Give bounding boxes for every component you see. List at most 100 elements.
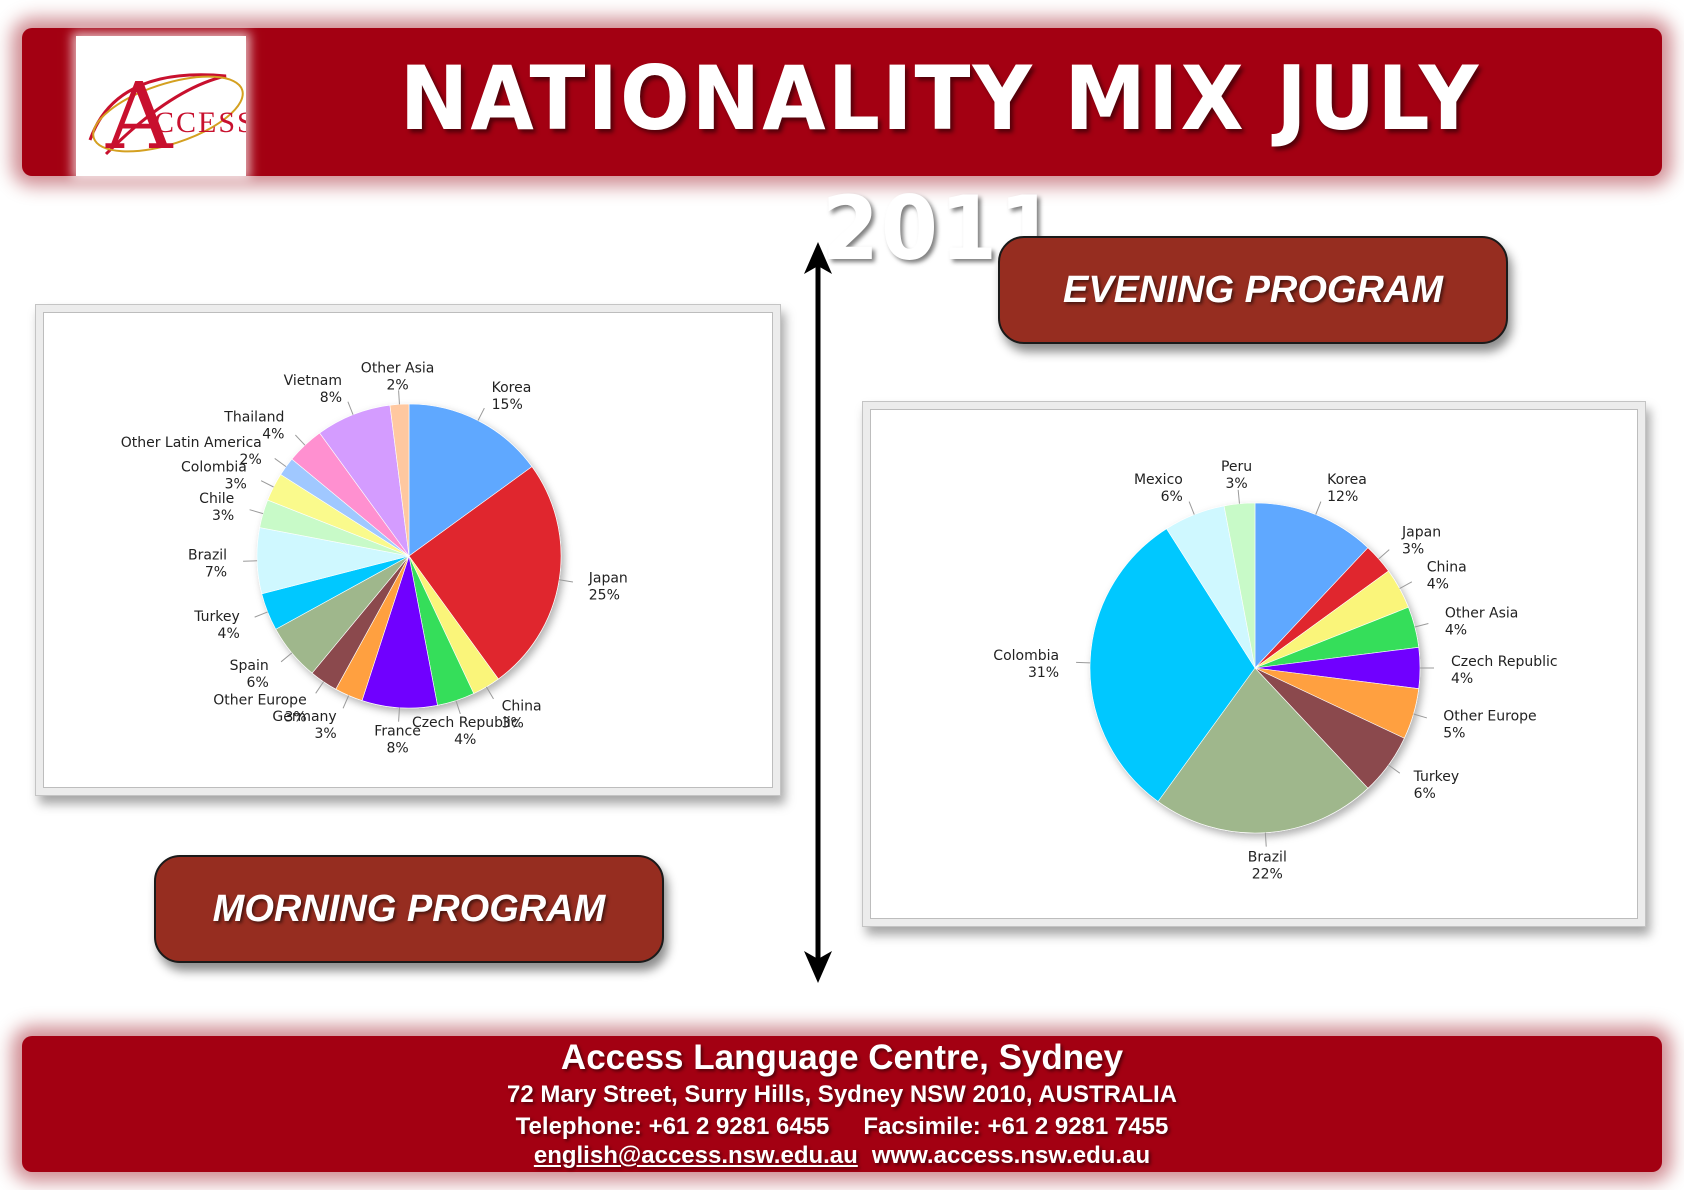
- logo-initial: A: [105, 63, 174, 170]
- evening-value-czech-republic: 4%: [1451, 671, 1473, 687]
- morning-value-japan: 25%: [589, 587, 620, 603]
- footer-banner: [22, 1036, 1662, 1172]
- header-banner: [22, 28, 1662, 176]
- evening-label-turkey: Turkey: [1413, 769, 1460, 785]
- morning-leader-germany: [342, 695, 350, 709]
- evening-slice-colombia: [1089, 528, 1256, 802]
- footer-facsimile: Facsimile: +61 2 9281 7455: [863, 1113, 1169, 1140]
- morning-value-vietnam: 8%: [320, 390, 342, 406]
- morning-value-france: 8%: [386, 741, 408, 757]
- evening-label-japan: Japan: [1401, 524, 1441, 540]
- morning-value-other-asia: 2%: [386, 377, 408, 393]
- morning-leader-china: [485, 686, 494, 700]
- evening-value-other-asia: 4%: [1445, 622, 1467, 638]
- footer-web: english@access.nsw.edu.au www.access.nsw.…: [22, 1141, 1662, 1171]
- morning-slice-korea: [408, 403, 533, 557]
- morning-leader-colombia: [260, 480, 274, 488]
- evening-value-korea: 12%: [1327, 489, 1358, 505]
- logo-graphic: A CCESS: [88, 63, 254, 170]
- evening-value-mexico: 6%: [1161, 489, 1183, 505]
- evening-label-peru: Peru: [1221, 459, 1252, 475]
- evening-value-peru: 3%: [1225, 476, 1247, 492]
- evening-label-other-europe: Other Europe: [1443, 709, 1536, 725]
- evening-program-label: EVENING PROGRAM: [998, 236, 1508, 344]
- morning-label-other-asia: Other Asia: [361, 360, 435, 376]
- evening-value-colombia: 31%: [1028, 665, 1059, 681]
- morning-label-korea: Korea: [492, 380, 532, 396]
- footer-address: 72 Mary Street, Surry Hills, Sydney NSW …: [507, 1081, 1177, 1108]
- evening-leader-brazil: [1264, 832, 1267, 847]
- morning-leader-other-europe: [315, 681, 324, 694]
- morning-label-france: France: [374, 724, 421, 740]
- footer-contact: Telephone: +61 2 9281 6455 Facsimile: +61…: [22, 1111, 1662, 1143]
- morning-value-korea: 15%: [492, 397, 523, 413]
- morning-leader-spain: [280, 652, 293, 663]
- morning-label-spain: Spain: [230, 658, 269, 674]
- evening-leader-other-asia: [1414, 623, 1429, 628]
- morning-value-other-latin-america: 2%: [240, 452, 262, 468]
- footer-telephone: Telephone: +61 2 9281 6455: [515, 1113, 830, 1140]
- evening-value-china: 4%: [1427, 577, 1449, 593]
- morning-value-czech-republic: 4%: [454, 732, 476, 748]
- evening-chart-frame: Korea 12% Japan 3% China 4% Other Asia 4% Czech …: [870, 409, 1638, 919]
- morning-value-other-europe: 3%: [284, 710, 306, 726]
- morning-value-thailand: 4%: [262, 426, 284, 442]
- morning-label-colombia: Colombia: [181, 459, 247, 475]
- morning-chart-frame: Korea 15% Japan 25% China 3% Czech Republic 4% F…: [43, 312, 773, 788]
- double-arrow-icon: [804, 242, 832, 983]
- morning-leader-thailand: [295, 434, 306, 446]
- footer-title: Access Language Centre, Sydney: [560, 1038, 1124, 1077]
- morning-label-thailand: Thailand: [223, 409, 284, 425]
- morning-leader-turkey: [254, 611, 268, 618]
- morning-slice-other-asia: [389, 403, 410, 557]
- evening-leader-korea: [1315, 501, 1322, 515]
- morning-leader-vietnam: [347, 401, 354, 415]
- evening-leader-turkey: [1388, 764, 1401, 774]
- evening-value-brazil: 22%: [1252, 867, 1283, 883]
- evening-slice-korea: [1254, 502, 1369, 669]
- morning-leader-korea: [477, 407, 485, 421]
- morning-leader-czech-republic: [455, 700, 461, 715]
- morning-label-czech-republic: Czech Republic: [412, 715, 519, 731]
- morning-leader-other-asia: [398, 390, 400, 405]
- morning-value-brazil: 7%: [205, 565, 227, 581]
- evening-label-brazil: Brazil: [1248, 850, 1287, 866]
- morning-program-label: MORNING PROGRAM: [154, 855, 664, 963]
- email-link[interactable]: english@access.nsw.edu.au: [533, 1142, 858, 1169]
- morning-value-germany: 3%: [315, 726, 337, 742]
- morning-label-japan: Japan: [588, 570, 628, 586]
- evening-label-korea: Korea: [1327, 472, 1367, 488]
- morning-label-vietnam: Vietnam: [284, 373, 342, 389]
- access-logo: A CCESS: [76, 36, 254, 176]
- page-title: NATIONALITY MIX JULY 2011: [399, 48, 1481, 281]
- morning-label-other-latin-america: Other Latin America: [121, 435, 262, 451]
- morning-value-china: 3%: [502, 716, 524, 732]
- evening-value-other-europe: 5%: [1443, 726, 1465, 742]
- morning-value-colombia: 3%: [225, 476, 247, 492]
- morning-label-turkey: Turkey: [193, 609, 240, 625]
- evening-leader-other-europe: [1413, 713, 1428, 719]
- morning-value-spain: 6%: [247, 675, 269, 691]
- evening-leader-china: [1399, 581, 1413, 589]
- logo-text: CCESS: [154, 106, 246, 139]
- morning-leader-other-latin-america: [274, 458, 287, 468]
- morning-label-brazil: Brazil: [188, 548, 227, 564]
- morning-leader-france: [398, 707, 400, 722]
- evening-label-china: China: [1427, 560, 1467, 576]
- evening-label-other-asia: Other Asia: [1445, 605, 1519, 621]
- website-link[interactable]: www.access.nsw.edu.au: [871, 1142, 1151, 1169]
- morning-leader-chile: [249, 509, 264, 515]
- morning-label-other-europe: Other Europe: [213, 693, 306, 709]
- evening-label-czech-republic: Czech Republic: [1451, 654, 1558, 670]
- morning-label-chile: Chile: [199, 491, 234, 507]
- evening-leader-mexico: [1188, 501, 1195, 515]
- morning-slice-japan: [408, 466, 562, 680]
- evening-leader-peru: [1237, 489, 1240, 504]
- evening-value-turkey: 6%: [1414, 786, 1436, 802]
- morning-label-china: China: [502, 699, 542, 715]
- morning-label-germany: Germany: [272, 709, 336, 725]
- evening-label-colombia: Colombia: [993, 648, 1059, 664]
- morning-leader-japan: [559, 579, 574, 583]
